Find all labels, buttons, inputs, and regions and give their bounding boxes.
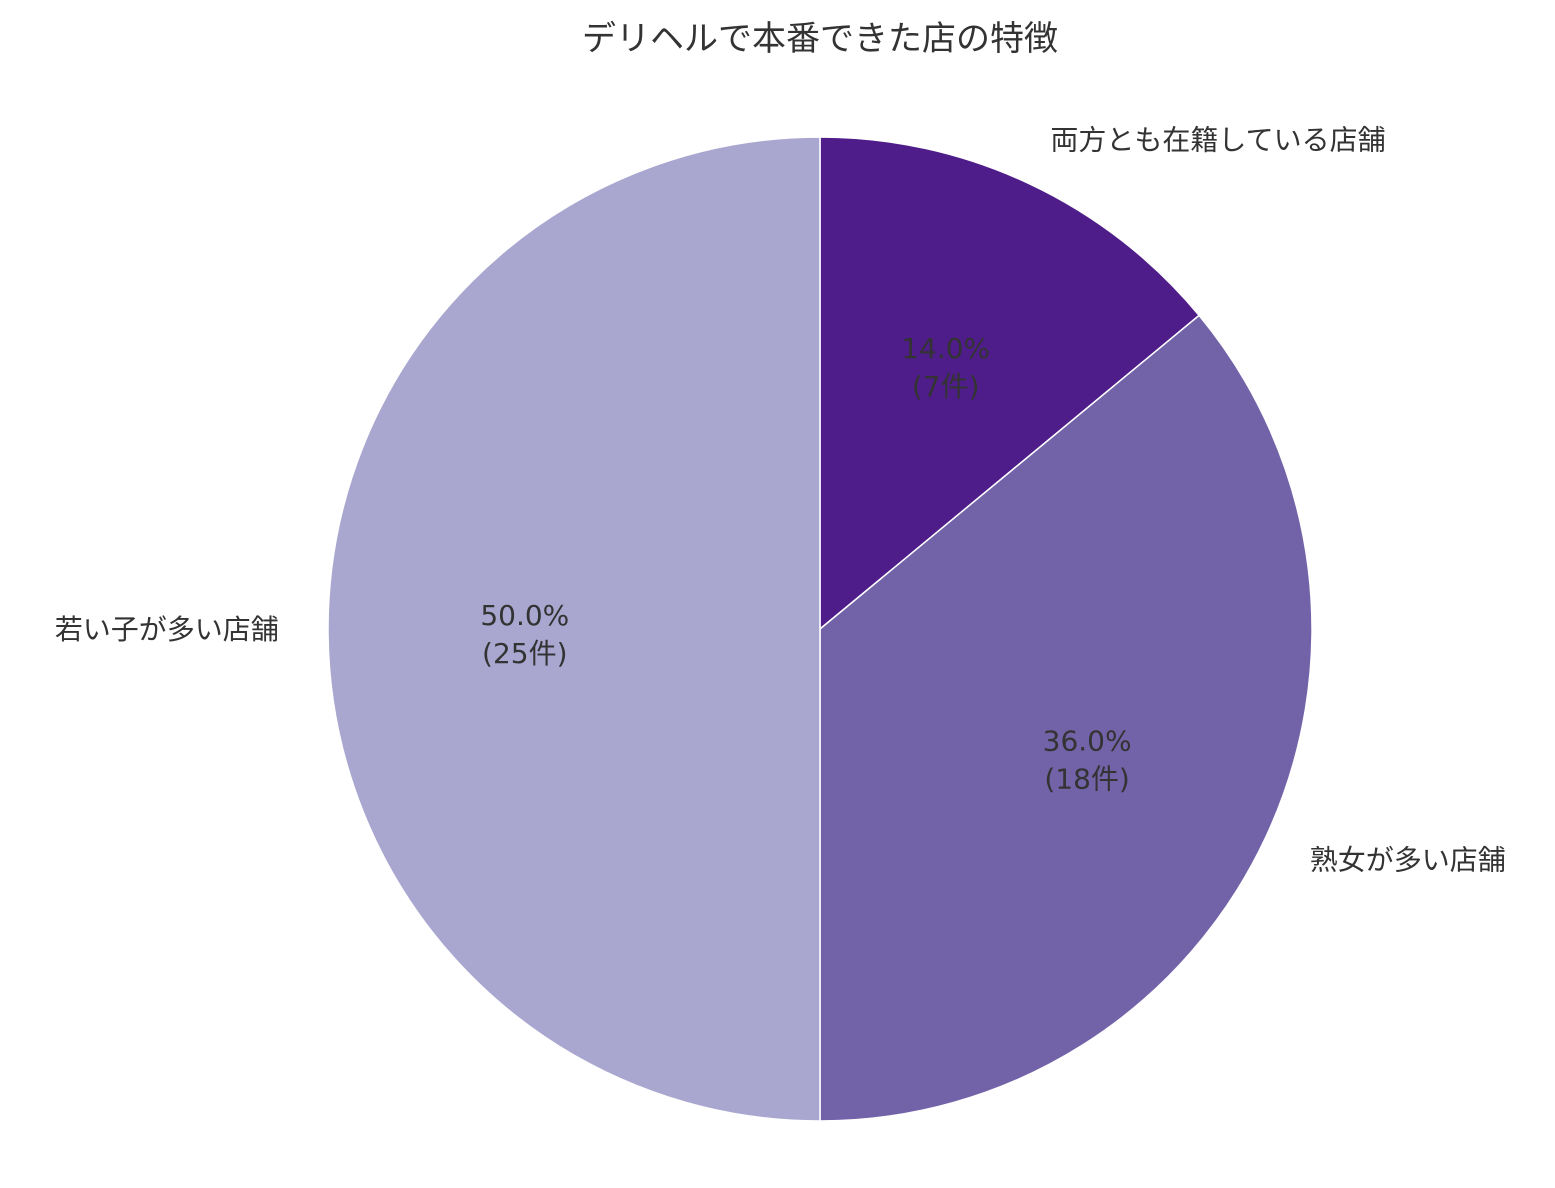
pie-slices bbox=[327, 136, 1313, 1122]
slice-count-label: (7件) bbox=[912, 370, 980, 403]
slice-percent-label: 50.0% bbox=[480, 599, 569, 632]
pie-labels: 14.0% (7件) 両方とも在籍している店舗 36.0% (18件) 熟女が多い店舗 50… bbox=[55, 123, 1506, 876]
slice-count-label: (25件) bbox=[482, 637, 567, 670]
slice-category-label: 若い子が多い店舗 bbox=[55, 613, 279, 646]
slice-percent-label: 14.0% bbox=[901, 332, 990, 365]
slice-category-label: 熟女が多い店舗 bbox=[1310, 843, 1506, 876]
chart-title: デリヘルで本番できた店の特徴 bbox=[582, 19, 1058, 59]
slice-count-label: (18件) bbox=[1044, 763, 1129, 796]
slice-category-label: 両方とも在籍している店舗 bbox=[1050, 123, 1385, 156]
pie-slice bbox=[819, 314, 1313, 1122]
pie-slice bbox=[327, 136, 821, 1122]
slice-percent-label: 36.0% bbox=[1043, 725, 1132, 758]
pie-slice bbox=[819, 136, 1201, 631]
